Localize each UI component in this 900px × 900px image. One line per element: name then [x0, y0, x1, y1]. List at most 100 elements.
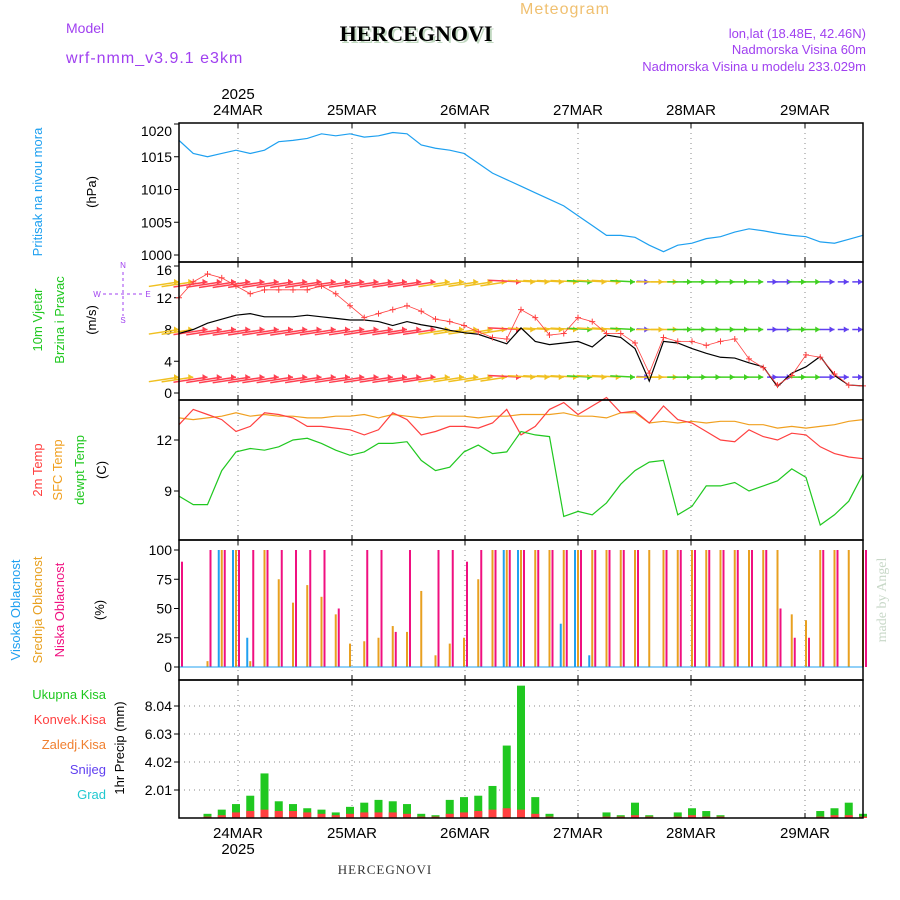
convective-precip-bar — [232, 812, 240, 818]
gust-marker — [731, 336, 738, 343]
y-tick-label: 25 — [156, 630, 172, 646]
convective-precip-bar — [274, 811, 283, 818]
cloud-bar-mid — [505, 550, 508, 667]
precip-bar — [531, 797, 540, 818]
credit: made by Angel — [875, 558, 890, 643]
gust-marker — [503, 336, 510, 343]
cloud-bar-low — [736, 550, 739, 667]
cloud-bar-low — [751, 550, 753, 667]
cloud-bar-mid — [220, 550, 223, 667]
wind-arrow — [285, 376, 322, 384]
y-tick-label: 1005 — [141, 214, 172, 230]
cloud-bar-mid — [691, 550, 693, 667]
wind-speed-line — [178, 313, 864, 388]
cloud-bar-mid — [420, 590, 423, 667]
year-top: 2025 — [221, 86, 254, 103]
date-label-top: 29MAR — [780, 102, 830, 119]
wind-arrowhead — [459, 374, 464, 381]
wind-arrowhead — [387, 326, 393, 333]
cloud-bar-mid — [434, 655, 437, 667]
convective-precip-bar — [360, 812, 369, 818]
wind-arrowhead — [630, 326, 635, 333]
cloud-bar-mid — [577, 550, 579, 667]
wind-arrow — [343, 281, 379, 288]
cloud-bar-mid — [477, 579, 480, 667]
gust-marker — [703, 342, 710, 349]
gust-marker — [575, 314, 581, 321]
precip-bar — [702, 811, 711, 818]
wind-arrow — [228, 328, 265, 336]
precip-bar — [403, 804, 411, 818]
wind-arrowhead — [273, 326, 279, 333]
wind-arrowhead — [202, 278, 208, 285]
convective-precip-bar — [289, 811, 297, 818]
precip-bar — [844, 802, 853, 818]
gust-marker — [489, 334, 496, 341]
precip-legend: Ukupna Kisa Konvek.Kisa Zaledj.Kisa Snij… — [32, 687, 106, 802]
precip-bar — [217, 809, 226, 818]
wind-arrowhead — [387, 374, 393, 381]
gust-marker — [845, 382, 852, 389]
gust-marker — [347, 302, 353, 309]
gust-marker — [788, 372, 795, 379]
cloud-bar-mid — [619, 550, 622, 667]
svg-text:E: E — [145, 290, 150, 299]
gust-marker — [247, 290, 254, 297]
temp2m-label: 2m Temp — [30, 443, 45, 496]
cloud-bar-mid — [320, 596, 323, 667]
cloud-bar-mid — [391, 626, 394, 667]
cloud-bar-low — [451, 550, 454, 667]
wind-arrowhead — [473, 326, 479, 333]
precip-bar — [346, 806, 354, 818]
precip-bar — [673, 812, 682, 818]
wind-arrow — [212, 281, 251, 289]
cloud-bar-mid — [662, 550, 665, 667]
cloud-bar-mid — [676, 550, 679, 667]
wind-arrow — [314, 376, 351, 384]
panel-frame — [178, 122, 864, 263]
wind-arrow — [433, 328, 465, 335]
low-cloud-label: Niska Oblacnost — [52, 562, 67, 657]
year-bottom: 2025 — [221, 841, 254, 858]
wind-arrowhead — [259, 278, 265, 285]
wind-arrowhead — [858, 326, 863, 333]
precip-bar — [830, 808, 839, 818]
pressure-unit: (hPa) — [84, 176, 99, 208]
wind-arrowhead — [473, 374, 479, 381]
convective-precip-bar — [403, 813, 411, 818]
y-tick-label: 50 — [156, 601, 172, 617]
gust-marker — [646, 370, 653, 377]
cloud-bar-mid — [235, 550, 237, 667]
gust-marker — [831, 370, 838, 377]
convective-precip-bar — [346, 813, 354, 818]
date-label-top: 24MAR — [213, 102, 263, 119]
dewpt-line — [178, 430, 864, 526]
wind-arrowhead — [843, 326, 849, 333]
wind-arrowhead — [216, 278, 222, 285]
cloud-bar-high — [517, 550, 519, 667]
wind-arrow — [418, 376, 450, 383]
wind-arrowhead — [459, 278, 464, 285]
cloud-bar-mid — [349, 643, 351, 667]
wind-arrow — [343, 328, 379, 336]
gust-marker — [233, 282, 239, 289]
wind-arrow — [402, 281, 436, 288]
wind-arrowhead — [202, 374, 208, 381]
wind-arrowhead — [402, 374, 407, 381]
wind-arrowhead — [373, 326, 379, 333]
cloud-bar-mid — [292, 602, 294, 667]
wind-arrow — [359, 328, 393, 336]
gust-marker — [632, 339, 638, 346]
gust-marker — [290, 286, 296, 293]
convective-precip-bar — [217, 815, 226, 818]
wind-arrowhead — [387, 278, 393, 285]
wind-arrowhead — [316, 374, 322, 381]
convective-precip-bar — [830, 815, 839, 818]
wind-arrowhead — [174, 278, 179, 285]
precip-unit: 1hr Precip (mm) — [112, 701, 127, 794]
cloud-bar-mid — [748, 550, 750, 667]
convective-precip-bar — [488, 809, 497, 818]
cloud-bar-mid — [249, 661, 252, 667]
sfc-temp-label: SFC Temp — [50, 439, 65, 500]
